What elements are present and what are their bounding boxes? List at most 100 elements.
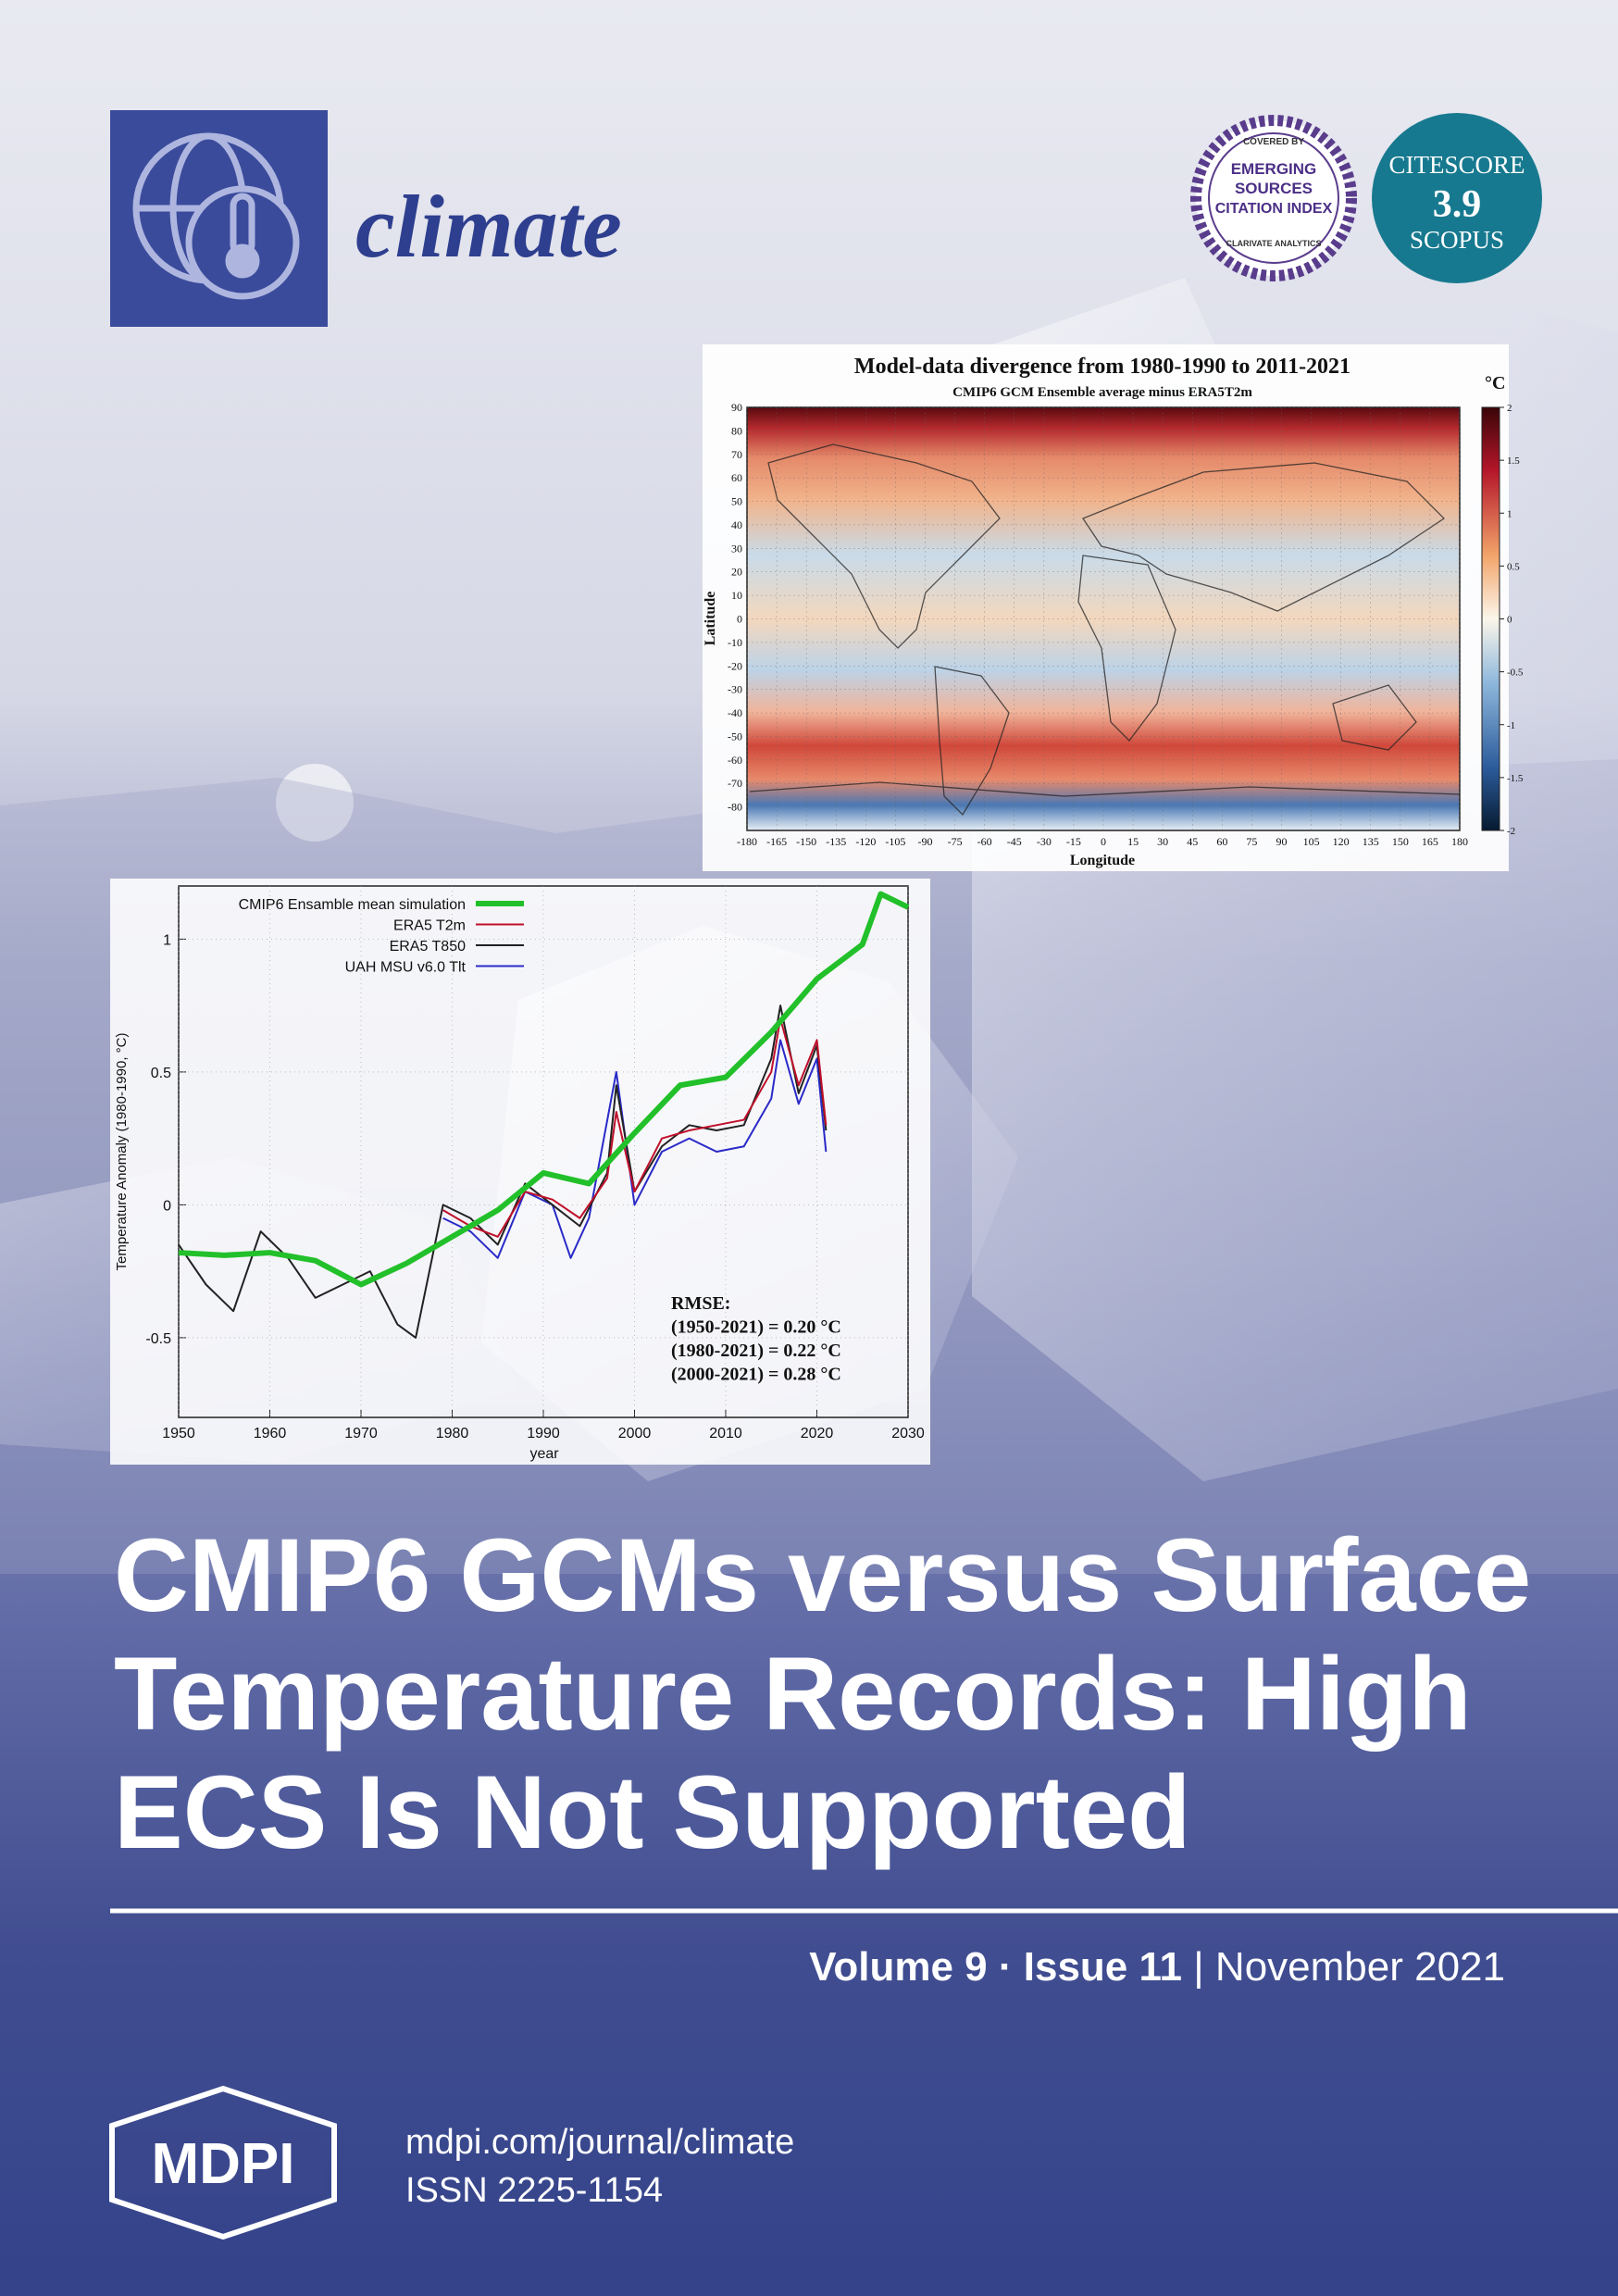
series-line <box>442 1017 828 1238</box>
x-tick-label: 15 <box>1127 835 1139 848</box>
legend-label: UAH MSU v6.0 Tlt <box>345 960 467 976</box>
x-tick-label: 2000 <box>618 1426 652 1441</box>
publisher-logo-band <box>120 2132 326 2193</box>
legend-label: CMIP6 Ensamble mean simulation <box>239 897 466 913</box>
esci-text: CLARIVATE ANALYTICS <box>1226 239 1321 248</box>
esci-text: SOURCES <box>1235 180 1313 197</box>
x-tick-label: -120 <box>855 835 876 848</box>
line-ylabel: Temperature Anomaly (1980-1990, °C) <box>114 1033 130 1271</box>
series-line <box>178 1004 828 1339</box>
x-tick-label: -15 <box>1066 835 1081 848</box>
y-tick-label: -80 <box>728 801 742 814</box>
colorbar-tick-label: -1.5 <box>1507 773 1524 784</box>
x-tick-label: -30 <box>1037 835 1052 848</box>
legend-label: ERA5 T2m <box>393 918 466 934</box>
coastlines <box>749 443 1461 817</box>
colorbar-tick-label: 0.5 <box>1507 561 1520 572</box>
x-tick-label: 165 <box>1422 835 1438 848</box>
y-tick-label: -30 <box>728 683 742 696</box>
x-tick-label: -60 <box>977 835 992 848</box>
y-tick-label: -50 <box>728 730 742 742</box>
x-tick-label: -90 <box>918 835 933 848</box>
series-line <box>442 1039 828 1259</box>
y-tick-label: 50 <box>731 495 742 508</box>
x-tick-label: -180 <box>737 835 757 848</box>
map-xlabel: Longitude <box>1070 853 1135 868</box>
citescore-badge <box>1372 113 1542 283</box>
y-tick-label: 80 <box>731 424 742 437</box>
map-title: Model-data divergence from 1980-1990 to … <box>854 355 1350 379</box>
x-tick-label: 105 <box>1303 835 1320 848</box>
article-title: Temperature Records: High <box>114 1636 1472 1752</box>
x-tick-label: 45 <box>1187 835 1198 848</box>
x-tick-label: 1950 <box>162 1426 195 1441</box>
y-tick-label: 70 <box>731 448 742 461</box>
y-tick-label: -10 <box>728 636 742 649</box>
esci-text: CITATION INDEX <box>1215 201 1333 217</box>
colorbar-tick-label: 1 <box>1507 508 1512 519</box>
x-tick-label: -165 <box>766 835 787 848</box>
date: November 2021 <box>1215 1944 1505 1990</box>
sun <box>276 764 354 842</box>
citescore-value: 3.9 <box>1433 183 1482 226</box>
y-tick-label: 0.5 <box>151 1066 171 1081</box>
x-tick-label: 2010 <box>709 1426 742 1441</box>
issue: Issue 11 <box>1024 1944 1182 1990</box>
y-tick-label: -0.5 <box>145 1331 171 1347</box>
issn: ISSN 2225-1154 <box>405 2171 663 2210</box>
y-tick-label: 1 <box>163 932 171 948</box>
separator: · <box>999 1944 1013 1990</box>
divider: | <box>1193 1944 1203 1990</box>
annotation: (1980-2021) = 0.22 °C <box>671 1341 841 1361</box>
publisher-logo <box>109 2085 337 2240</box>
x-tick-label: -45 <box>1007 835 1022 848</box>
citescore-source: SCOPUS <box>1410 226 1504 254</box>
x-tick-label: 1960 <box>254 1426 287 1441</box>
x-tick-label: -105 <box>885 835 905 848</box>
y-tick-label: -20 <box>728 659 742 672</box>
y-tick-label: 60 <box>731 471 742 484</box>
colorbar-tick-label: -0.5 <box>1507 668 1524 679</box>
annotation: (2000-2021) = 0.28 °C <box>671 1365 841 1385</box>
y-tick-label: -60 <box>728 754 742 767</box>
line-figure <box>110 879 930 1465</box>
series-line <box>178 891 910 1288</box>
y-tick-label: 90 <box>731 401 742 414</box>
x-tick-label: 135 <box>1363 835 1379 848</box>
x-tick-label: -135 <box>826 835 846 848</box>
colorbar-tick-label: 1.5 <box>1507 455 1520 467</box>
logo-icon <box>132 132 300 300</box>
map-ylabel: Latitude <box>703 592 718 646</box>
esci-text: COVERED BY <box>1243 137 1304 147</box>
x-tick-label: 60 <box>1216 835 1227 848</box>
journal-name: climate <box>355 177 622 276</box>
x-tick-label: 150 <box>1392 835 1409 848</box>
annotation: RMSE: <box>671 1293 730 1314</box>
y-tick-label: 40 <box>731 518 742 531</box>
colorbar-label: °C <box>1485 373 1505 393</box>
x-tick-label: 180 <box>1451 835 1468 848</box>
x-tick-label: 1990 <box>527 1426 560 1441</box>
line-plot: 1950 1960 1970 1980 1990 2000 2010 2020 2030 1 0.5… <box>145 886 925 1441</box>
y-tick-label: 30 <box>731 542 742 555</box>
x-tick-label: 90 <box>1276 835 1288 848</box>
y-tick-label: 0 <box>737 613 742 626</box>
x-tick-label: 2030 <box>891 1426 925 1441</box>
y-tick-label: -70 <box>728 777 742 790</box>
y-tick-label: 20 <box>731 566 742 579</box>
x-tick-label: -150 <box>796 835 816 848</box>
volume: Volume 9 <box>809 1944 987 1990</box>
y-tick-label: -40 <box>728 706 742 719</box>
esci-inner <box>1208 132 1339 264</box>
esci-text: EMERGING <box>1231 160 1317 178</box>
citescore-label: CITESCORE <box>1388 151 1525 179</box>
legend-label: ERA5 T850 <box>390 939 467 955</box>
colorbar-tick-label: -1 <box>1507 720 1515 731</box>
publisher: MDPI <box>152 2132 295 2196</box>
x-tick-label: 30 <box>1157 835 1168 848</box>
line-xlabel: year <box>529 1446 559 1462</box>
y-tick-label: 0 <box>163 1198 171 1214</box>
annotation: (1950-2021) = 0.20 °C <box>671 1317 841 1338</box>
